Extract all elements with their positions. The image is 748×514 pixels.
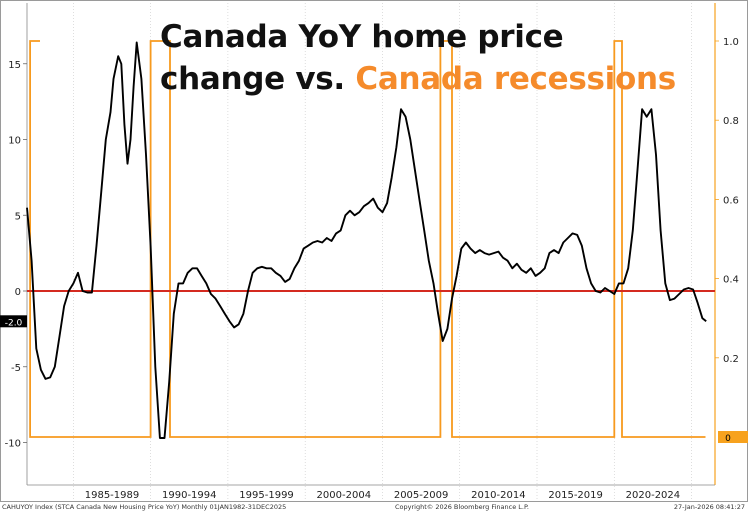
title-accent-recessions: Canada recessions bbox=[355, 61, 676, 97]
right-tick-label: 0.6 bbox=[723, 195, 739, 206]
recession-series bbox=[29, 40, 706, 438]
last-value-right-badge bbox=[718, 431, 748, 443]
year-band bbox=[537, 3, 615, 485]
price-series bbox=[26, 41, 707, 439]
footer-timestamp: 27-Jan-2026 08:41:27 bbox=[673, 503, 745, 511]
footer-copyright: Copyright© 2026 Bloomberg Finance L.P. bbox=[395, 503, 529, 511]
title-line-2: change vs. Canada recessions bbox=[160, 58, 680, 100]
recession-line bbox=[29, 40, 706, 438]
x-tick-label: 2020-2024 bbox=[626, 490, 681, 501]
plot-frame bbox=[0, 0, 748, 502]
right-tick-label: 0.2 bbox=[723, 354, 739, 365]
last-value-left-badge bbox=[0, 315, 27, 328]
left-tick-label: -5 bbox=[11, 363, 21, 374]
title-line-2-prefix: change vs. bbox=[160, 61, 356, 97]
right-tick-label: 1.0 bbox=[723, 37, 739, 48]
right-tick-label: 0.8 bbox=[723, 116, 739, 127]
x-tick-label: 1995-1999 bbox=[239, 490, 294, 501]
x-tick-label: 1990-1994 bbox=[162, 490, 217, 501]
footer-bar: CAHUYOY Index (STCA Canada New Housing P… bbox=[0, 502, 748, 514]
left-tick-label: 15 bbox=[8, 60, 21, 71]
x-tick-label: 2005-2009 bbox=[394, 490, 449, 501]
year-band bbox=[227, 3, 306, 485]
x-tick-label: 2015-2019 bbox=[548, 490, 603, 501]
left-tick-label: 5 bbox=[15, 211, 21, 222]
x-tick-label: 1985-1989 bbox=[85, 490, 140, 501]
last-value-left-text: -2.0 bbox=[5, 318, 23, 328]
year-bands bbox=[73, 3, 615, 485]
right-tick-label: 0.4 bbox=[723, 275, 739, 286]
title-line-1: Canada YoY home price bbox=[160, 19, 564, 55]
left-axis: 15 10 5 0 -5 -10 bbox=[5, 60, 27, 450]
last-value-badges: -2.0 0 bbox=[0, 315, 748, 444]
year-band bbox=[382, 3, 460, 485]
x-tick-label: 2000-2004 bbox=[317, 490, 372, 501]
year-band bbox=[73, 3, 151, 485]
left-tick-label: -10 bbox=[5, 439, 21, 450]
footer-source: CAHUYOY Index (STCA Canada New Housing P… bbox=[2, 503, 287, 511]
price-yoy-line bbox=[26, 41, 707, 439]
last-value-right-text: 0 bbox=[725, 434, 731, 444]
right-axis: 1.0 0.8 0.6 0.4 0.2 bbox=[715, 37, 739, 365]
x-axis: 1985-1989 1990-1994 1995-1999 2000-2004 2005… bbox=[85, 490, 680, 501]
x-tick-label: 2010-2014 bbox=[471, 490, 526, 501]
left-tick-label: 10 bbox=[8, 136, 21, 147]
left-tick-label: 0 bbox=[15, 287, 21, 298]
chart-title: Canada YoY home price change vs. Canada … bbox=[160, 16, 680, 100]
